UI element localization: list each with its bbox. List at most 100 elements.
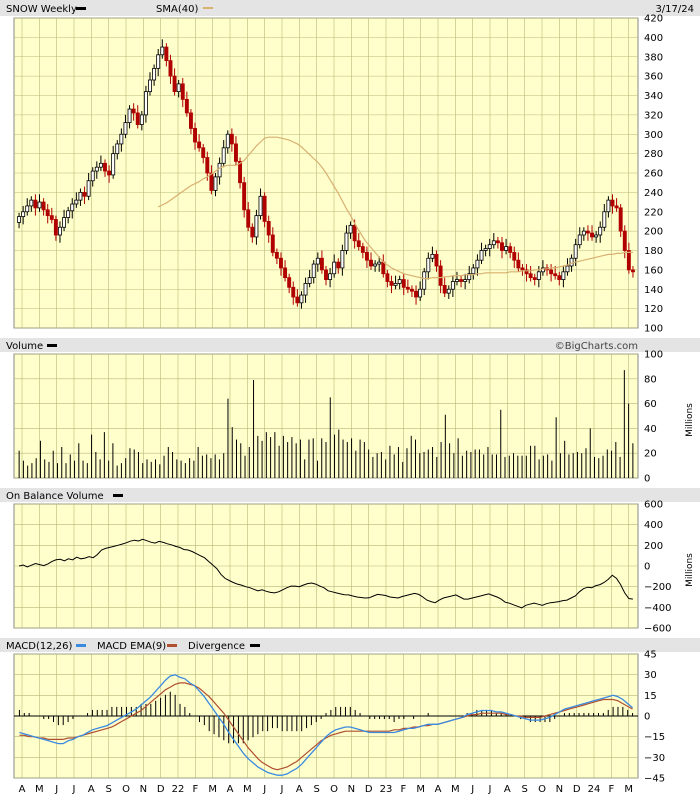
x-tick-label: 24 — [588, 784, 601, 795]
price-y-tick-label: 260 — [644, 169, 663, 180]
macd-legend-swatch — [76, 644, 86, 647]
candle-body — [324, 269, 328, 280]
obv-y-tick-label: 200 — [644, 541, 663, 552]
candle-body — [393, 283, 398, 286]
x-tick-label: D — [573, 784, 581, 795]
candle-body — [377, 261, 382, 265]
candle-body — [328, 273, 333, 280]
candle-body — [348, 224, 353, 234]
ema-legend-swatch — [167, 644, 177, 647]
candle-body — [512, 252, 517, 261]
volume-y-tick-label: 80 — [644, 374, 657, 385]
x-tick-label: A — [227, 784, 234, 795]
candle-body — [471, 267, 476, 275]
candle-body — [610, 199, 615, 207]
macd-y-tick-label: 30 — [644, 670, 657, 681]
candle-body — [418, 288, 423, 298]
candle-body — [86, 180, 91, 197]
candle-body — [352, 224, 357, 242]
x-tick-label: A — [296, 784, 303, 795]
x-tick-label: 23 — [380, 784, 393, 795]
candle-body — [475, 259, 480, 269]
x-tick-label: J — [280, 784, 284, 795]
candle-body — [111, 153, 116, 176]
candle-body — [254, 215, 259, 238]
candle-body — [467, 273, 472, 280]
ema-label: MACD EMA(9) — [97, 641, 166, 652]
candle-body — [332, 261, 337, 275]
candle-body — [82, 191, 87, 197]
candle-body — [614, 205, 619, 209]
x-tick-label: O — [538, 784, 546, 795]
candle-body — [450, 281, 455, 290]
price-y-tick-label: 200 — [644, 227, 663, 238]
x-tick-label: N — [348, 784, 355, 795]
candle-body — [21, 211, 26, 217]
x-tick-label: F — [400, 784, 406, 795]
candle-body — [495, 240, 500, 244]
candle-body — [250, 226, 255, 238]
x-tick-label: A — [504, 784, 511, 795]
candle-body — [213, 176, 218, 191]
candle-body — [209, 172, 214, 191]
candle-body — [479, 250, 484, 261]
candle-body — [508, 246, 513, 253]
candle-body — [74, 199, 79, 205]
x-tick-label: A — [88, 784, 95, 795]
candle-body — [287, 277, 292, 288]
volume-legend-swatch — [47, 344, 57, 347]
candle-body — [225, 133, 230, 149]
obv-units-label: Millions — [685, 553, 695, 587]
volume-label: Volume — [6, 341, 43, 352]
price-y-tick-label: 240 — [644, 188, 663, 199]
x-tick-label: F — [192, 784, 198, 795]
candle-body — [409, 288, 414, 292]
x-tick-label: M — [624, 784, 633, 795]
x-tick-label: J — [262, 784, 266, 795]
x-tick-label: A — [435, 784, 442, 795]
candle-body — [123, 122, 128, 135]
candle-body — [369, 259, 373, 267]
candle-body — [446, 288, 451, 294]
obv-header-bar — [0, 488, 700, 502]
candle-body — [557, 275, 562, 280]
candle-body — [90, 170, 95, 182]
x-tick-label: S — [313, 784, 319, 795]
candle-body — [70, 203, 75, 212]
candle-body — [303, 283, 308, 296]
candle-body — [221, 147, 226, 164]
candle-body — [45, 209, 50, 217]
sma-legend-swatch — [203, 7, 213, 9]
candle-body — [160, 46, 165, 56]
candle-body — [311, 263, 316, 279]
candle-body — [152, 67, 157, 81]
candle-body — [561, 271, 566, 280]
candle-body — [344, 232, 349, 251]
header-date: 3/17/24 — [655, 4, 694, 15]
obv-y-tick-label: 400 — [644, 520, 663, 531]
candle-body — [397, 279, 402, 284]
candle-body — [463, 279, 468, 282]
candle-body — [528, 273, 533, 279]
candle-body — [238, 160, 243, 184]
candle-body — [270, 234, 275, 253]
candle-body — [229, 133, 234, 145]
candle-body — [606, 199, 611, 213]
candle-body — [602, 211, 607, 228]
volume-units-label: Millions — [685, 403, 695, 437]
divergence-label: Divergence — [188, 641, 245, 652]
candle-body — [438, 265, 443, 286]
candle-body — [389, 281, 394, 286]
candle-body — [143, 91, 148, 116]
x-tick-label: D — [365, 784, 373, 795]
candle-body — [581, 230, 586, 236]
candle-body — [336, 261, 341, 269]
x-tick-label: O — [330, 784, 338, 795]
candle-body — [266, 221, 271, 236]
candle-body — [103, 162, 107, 172]
candle-body — [459, 279, 464, 282]
volume-y-tick-label: 60 — [644, 399, 657, 410]
candle-body — [119, 133, 124, 145]
macd-header-bar — [0, 638, 700, 652]
